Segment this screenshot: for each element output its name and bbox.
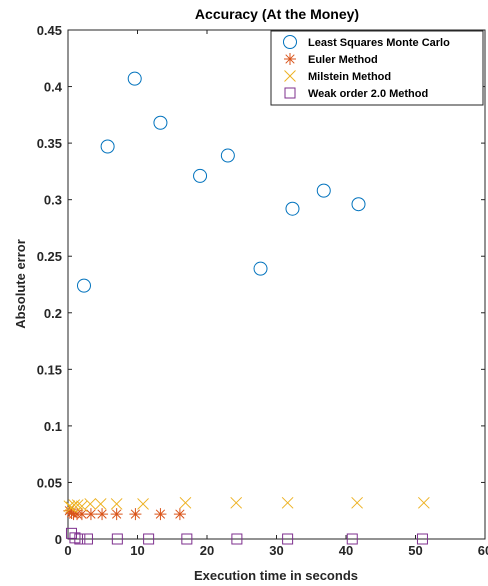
data-point — [316, 183, 331, 198]
legend-marker — [283, 35, 297, 49]
plot-area: 0 10 20 30 40 50 60 0 0.05 0.1 0.15 0.2 0.25 0.3 0.35 0… — [37, 23, 488, 558]
data-point — [96, 508, 109, 521]
data-point — [111, 533, 123, 545]
data-point — [154, 508, 167, 521]
series-2 — [63, 496, 430, 514]
data-point — [417, 496, 430, 509]
data-point — [129, 508, 142, 521]
y-tick-label: 0.25 — [37, 249, 62, 264]
x-tick-label: 0 — [64, 543, 71, 558]
data-point — [94, 498, 107, 510]
data-point — [179, 496, 192, 509]
y-axis-label: Absolute error — [13, 239, 28, 329]
data-point — [137, 498, 149, 510]
legend-label: Weak order 2.0 Method — [308, 88, 428, 100]
series-3 — [65, 527, 428, 545]
x-tick-label: 60 — [478, 543, 488, 558]
x-tick-label: 30 — [269, 543, 283, 558]
data-point — [110, 498, 123, 510]
data-point — [220, 148, 235, 163]
data-point — [285, 201, 300, 216]
y-tick-label: 0.3 — [44, 193, 62, 208]
legend-label: Milstein Method — [308, 71, 391, 83]
x-tick-label: 50 — [408, 543, 422, 558]
data-point — [173, 508, 186, 521]
y-tick-label: 0 — [55, 532, 62, 547]
data-point — [346, 533, 358, 545]
data-point — [76, 500, 88, 513]
y-tick-label: 0.35 — [37, 136, 62, 151]
data-point — [282, 533, 294, 545]
data-point — [253, 261, 268, 276]
data-point — [181, 533, 193, 545]
data-point — [71, 499, 84, 511]
data-point — [76, 278, 91, 293]
data-point — [231, 533, 243, 545]
chart-title: Accuracy (At the Money) — [195, 6, 359, 22]
plot-frame — [67, 29, 486, 540]
legend: Least Squares Monte Carlo Euler Method Mil… — [270, 30, 484, 106]
y-tick-label: 0.4 — [44, 80, 63, 95]
data-point — [230, 496, 243, 509]
legend-marker — [284, 70, 296, 82]
legend-label: Least Squares Monte Carlo — [308, 37, 450, 49]
legend-box — [270, 30, 484, 106]
legend-marker — [284, 87, 296, 99]
y-tick-label: 0.2 — [44, 306, 62, 321]
data-point — [84, 508, 97, 521]
data-point — [193, 168, 208, 183]
y-tick-label: 0.1 — [44, 419, 62, 434]
data-point — [74, 533, 86, 545]
x-axis-label: Execution time in seconds — [194, 568, 358, 583]
data-point — [127, 71, 142, 86]
data-point — [110, 508, 123, 521]
x-tick-label: 40 — [339, 543, 353, 558]
data-point — [81, 533, 93, 545]
data-point — [100, 139, 115, 154]
x-tick-label: 20 — [200, 543, 214, 558]
legend-label: Euler Method — [308, 54, 378, 66]
series-0 — [76, 71, 366, 293]
data-point — [351, 197, 366, 212]
data-point — [143, 533, 155, 545]
y-tick-label: 0.15 — [37, 362, 62, 377]
data-point — [84, 498, 97, 510]
legend-marker — [284, 53, 296, 65]
data-point — [68, 499, 81, 511]
y-tick-label: 0.45 — [37, 23, 62, 38]
data-point — [281, 496, 294, 509]
data-point — [351, 496, 363, 509]
data-point — [416, 533, 428, 545]
x-tick-label: 10 — [130, 543, 144, 558]
data-point — [153, 115, 168, 130]
y-tick-label: 0.05 — [37, 475, 62, 490]
